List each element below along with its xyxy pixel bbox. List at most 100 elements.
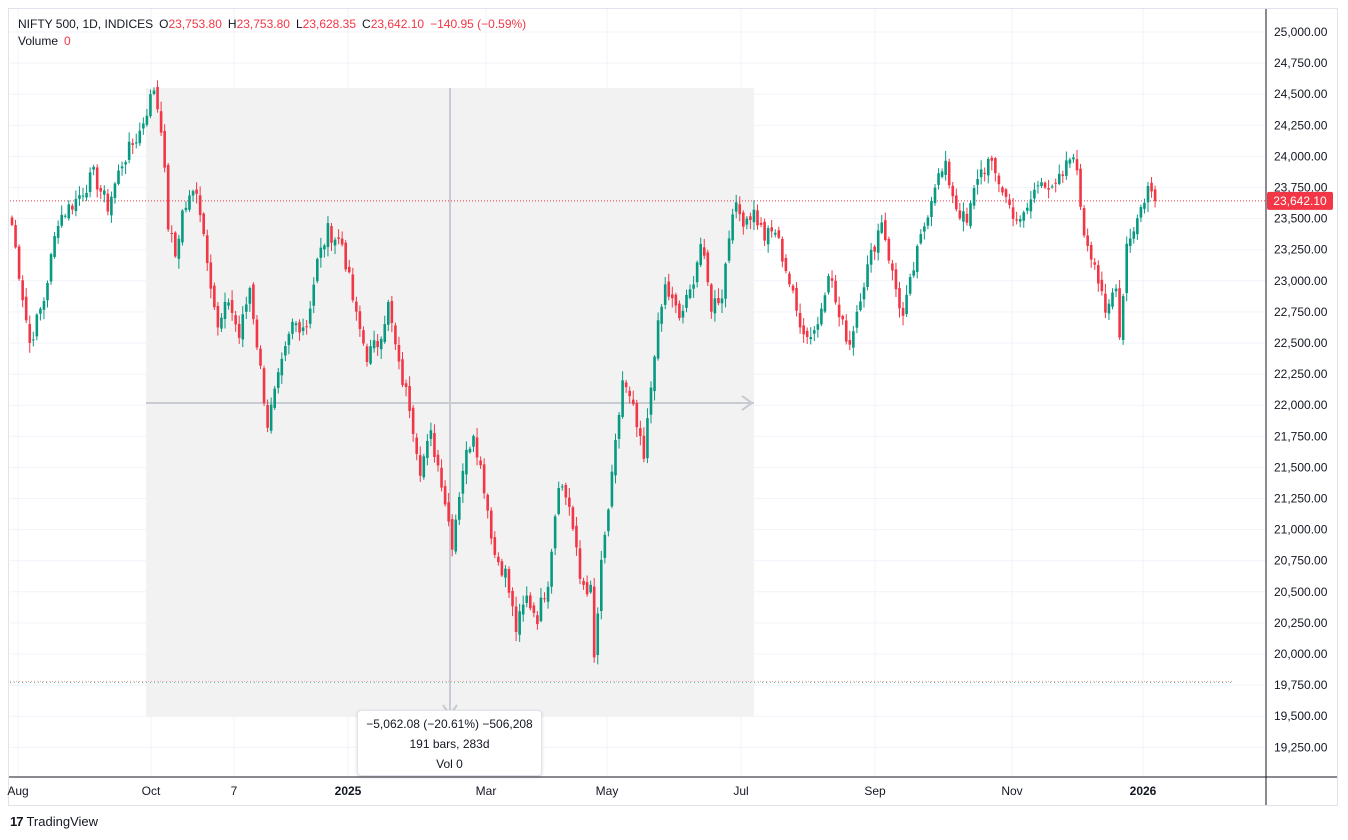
candle [1036, 180, 1040, 194]
candle [106, 188, 110, 216]
candle [85, 184, 88, 201]
y-tick-label: 20,000.00 [1274, 647, 1328, 661]
candle [539, 587, 543, 623]
candle [1043, 181, 1047, 190]
candle [798, 303, 802, 334]
candle [170, 225, 174, 243]
candle [568, 487, 571, 516]
candle [624, 379, 628, 393]
candle [969, 200, 972, 229]
candle [901, 301, 905, 326]
candle [859, 293, 862, 312]
candle [337, 229, 340, 245]
candle [937, 168, 940, 190]
tradingview-logo[interactable]: 17 TradingView [10, 814, 98, 829]
candle [983, 167, 986, 182]
candle [908, 273, 912, 296]
candle [1057, 164, 1061, 186]
candle [323, 243, 326, 258]
time-axis[interactable]: Aug Oct 7 2025 Mar May Jul Sep Nov 2026 [7, 784, 1156, 798]
tradingview-logo-text: TradingView [26, 814, 99, 829]
candle [912, 262, 915, 278]
candle [671, 286, 674, 308]
open-value: 23,753.80 [168, 17, 222, 31]
candle [770, 219, 773, 238]
candle [124, 160, 127, 175]
candle [294, 321, 298, 332]
candle [24, 287, 28, 324]
candle [947, 158, 951, 189]
candle [529, 592, 532, 611]
candle [1125, 236, 1128, 302]
candle [585, 575, 589, 597]
candle [752, 200, 756, 231]
tradingview-logo-icon: 17 [10, 814, 24, 829]
candle [742, 210, 745, 235]
candle [866, 255, 869, 291]
candle [351, 267, 355, 303]
candle [227, 298, 230, 310]
candle [276, 368, 280, 394]
candle [532, 602, 536, 618]
candle [475, 427, 479, 466]
candle [134, 133, 138, 149]
candle [1011, 197, 1015, 227]
candle [1008, 193, 1011, 209]
volume-label[interactable]: Volume [18, 34, 59, 48]
candle [10, 215, 14, 227]
candle [600, 550, 603, 620]
candle [571, 505, 575, 532]
candle [862, 282, 866, 308]
candle [1093, 258, 1097, 270]
candle [95, 164, 99, 198]
candle [844, 314, 848, 345]
candle [564, 482, 568, 506]
candle [408, 376, 411, 419]
candle [67, 200, 71, 221]
candle [649, 381, 653, 424]
price-axis[interactable]: 25,000.00 24,750.00 24,500.00 24,250.00 24,0… [1274, 25, 1328, 754]
candle [177, 234, 181, 269]
candle [32, 331, 35, 347]
y-tick-label: 19,750.00 [1274, 678, 1328, 692]
candle [820, 302, 823, 327]
candle [639, 420, 642, 446]
candle [525, 586, 529, 608]
high-value: 23,753.80 [236, 17, 290, 31]
candle [756, 204, 759, 230]
y-tick-label: 22,500.00 [1274, 336, 1328, 350]
candle [39, 306, 42, 321]
candle [1072, 153, 1075, 164]
candle [436, 449, 440, 472]
candle [159, 101, 163, 136]
y-tick-label: 22,750.00 [1274, 305, 1328, 319]
last-price-badge: 23,642.10 [1267, 191, 1333, 210]
candle [465, 441, 468, 485]
candle [1015, 211, 1018, 225]
symbol-title[interactable]: NIFTY 500, 1D, INDICES [18, 17, 154, 31]
candle [181, 209, 184, 246]
candle [14, 219, 17, 249]
candle [660, 304, 663, 332]
candle [127, 132, 131, 164]
candle [830, 270, 834, 288]
candle [333, 237, 337, 255]
y-tick-label: 19,250.00 [1274, 740, 1328, 754]
candle [1104, 283, 1107, 319]
candle [49, 252, 53, 285]
candle [923, 222, 926, 240]
y-tick-label: 21,250.00 [1274, 492, 1328, 506]
candle [472, 434, 475, 453]
candle [216, 302, 220, 336]
candle [702, 238, 706, 260]
candle [454, 514, 458, 555]
candle [340, 231, 344, 247]
candle [514, 596, 518, 642]
candle [88, 167, 92, 198]
x-tick-label: Jul [733, 784, 748, 798]
candle [727, 230, 731, 264]
close-label: C [362, 17, 371, 31]
candle [156, 80, 159, 113]
candle [1143, 198, 1146, 214]
